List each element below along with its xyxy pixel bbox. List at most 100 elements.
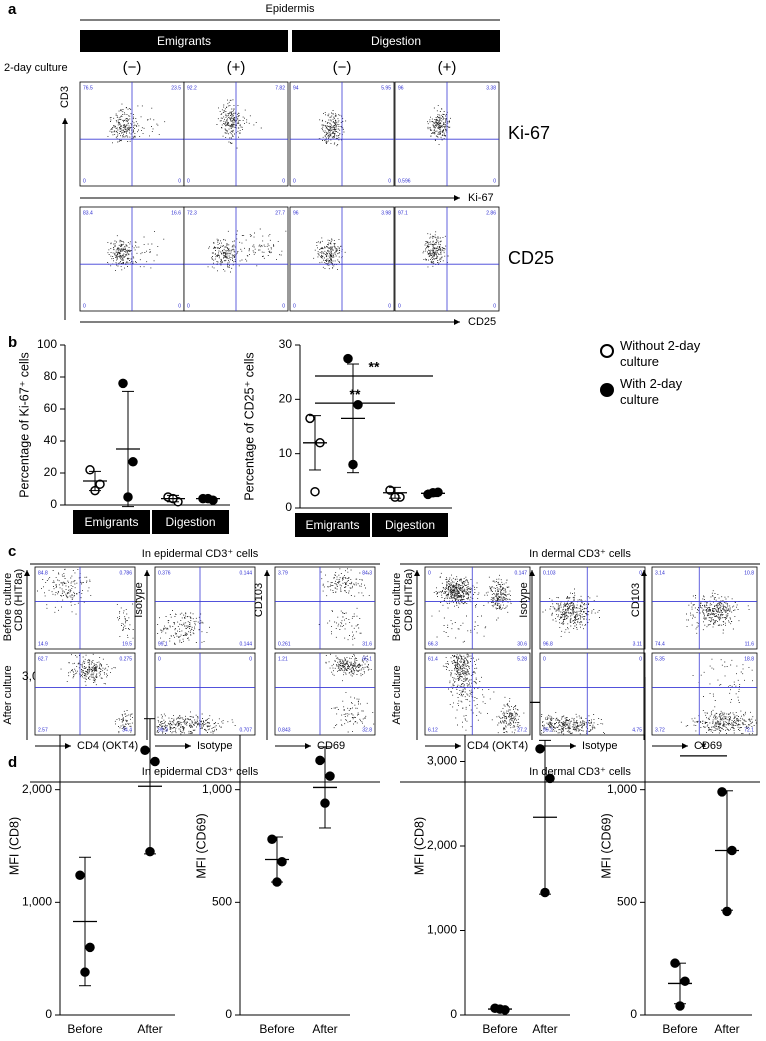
category-label: Emigrants [305,518,359,532]
category-label: Before [67,1022,103,1036]
y-axis-label: CD103 [630,583,642,617]
quadrant-value: 72.1 [744,727,754,733]
quadrant-value: 0 [639,656,642,662]
y-tick-label: 60 [44,401,58,415]
quadrant-value: 0 [388,303,391,309]
flow-plot-frame [539,566,646,650]
group-label: Digestion [371,34,421,48]
row-label: After culture [391,665,403,724]
category-box [372,513,448,537]
quadrant-value: 0 [388,178,391,184]
quadrant-value: 97.1 [398,210,408,216]
quadrant-value: 0.147 [514,570,527,576]
quadrant-value: 11.6 [745,641,755,647]
event-dots [686,590,750,634]
legend-marker [600,383,614,397]
event-dots [107,231,165,271]
y-tick-label: 0 [45,1007,52,1021]
x-axis-label: CD69 [317,740,345,752]
x-axis-label: CD4 (OKT4) [467,740,528,752]
quadrant-value: 0.786 [119,570,132,576]
y-axis-label: Isotype [518,582,530,617]
quadrant-value: 0 [83,303,86,309]
quadrant-value: 96 [293,210,299,216]
quadrant-value: 0.707 [239,727,252,733]
panel-label: c [8,543,16,560]
data-point [140,745,150,755]
category-label: Before [482,1022,518,1036]
quadrant-value: 0.596 [398,178,411,184]
group-label: Emigrants [157,34,211,48]
y-tick-label: 0 [225,1007,232,1021]
quadrant-value: 99.3 [158,727,168,733]
quadrant-value: 96 [398,85,404,91]
data-point [310,486,320,497]
y-axis-title: Percentage of Ki-67⁺ cells [17,352,31,498]
y-axis-label: CD8 (HIT8a) [403,569,415,631]
data-point [118,378,128,389]
row-title: 2-day culture [4,62,68,74]
quadrant-value: 0.376 [158,570,171,576]
event-dots [318,568,370,646]
quadrant-value: 0.144 [239,641,252,647]
category-box [73,510,150,534]
panel-label: d [8,754,17,771]
y-tick-label: 500 [617,895,637,909]
quadrant-value: 96.8 [543,641,553,647]
event-dots [37,568,134,639]
quadrant-value: 0 [249,656,252,662]
quadrant-value: 32.8 [362,727,372,733]
quadrant-value: 3.11 [633,641,643,647]
category-label: After [312,1022,337,1036]
category-label: Before [662,1022,698,1036]
category-label: Before [259,1022,295,1036]
flow-plot-frame [651,566,758,650]
quadrant-value: 6.12 [428,727,438,733]
y-tick-label: 20 [279,392,293,406]
quadrant-value: 0 [293,303,296,309]
quadrant-value: 23.5 [171,85,181,91]
group-box [80,30,288,52]
flow-plot-frame [424,566,531,650]
quadrant-value: 10.8 [744,570,754,576]
culture-state: (+) [227,59,246,76]
quadrant-value: 84.3 [362,570,372,576]
legend-label: Without 2-day culture [620,338,701,369]
quadrant-value: 83.4 [83,210,93,216]
category-label: After [714,1022,739,1036]
data-point [315,755,325,766]
quadrant-value: 31.6 [362,641,372,647]
quadrant-value: 0 [398,303,401,309]
quadrant-value: 0 [178,178,181,184]
significance-label: ** [369,359,380,375]
event-dots [156,711,236,735]
quadrant-value: 14.9 [38,641,48,647]
row-label: Before culture [391,573,403,641]
event-dots [542,588,600,637]
x-axis-label: Isotype [582,740,617,752]
x-axis-label: Isotype [197,740,232,752]
category-box [152,510,229,534]
category-label: Emigrants [84,515,138,529]
quadrant-value: 0 [83,178,86,184]
y-tick-label: 0 [630,1007,637,1021]
y-tick-label: 1,000 [607,782,637,796]
culture-state: (+) [438,59,457,76]
y-axis-title: MFI (CD69) [599,813,613,878]
quadrant-value: 18.8 [744,656,754,662]
event-dots [431,572,512,643]
y-tick-label: 1,000 [202,782,232,796]
data-point [85,465,95,475]
section-title: In epidermal CD3⁺ cells [142,548,259,560]
y-tick-label: 500 [212,895,232,909]
culture-state: (−) [123,59,142,76]
x-axis-label: CD69 [694,740,722,752]
quadrant-value: 0 [187,303,190,309]
quadrant-value: 72.3 [187,210,197,216]
section-title: Epidermis [266,3,315,15]
quadrant-value: 0 [178,303,181,309]
quadrant-value: 5.28 [517,656,527,662]
y-axis-label: CD8 (HIT8a) [13,569,25,631]
